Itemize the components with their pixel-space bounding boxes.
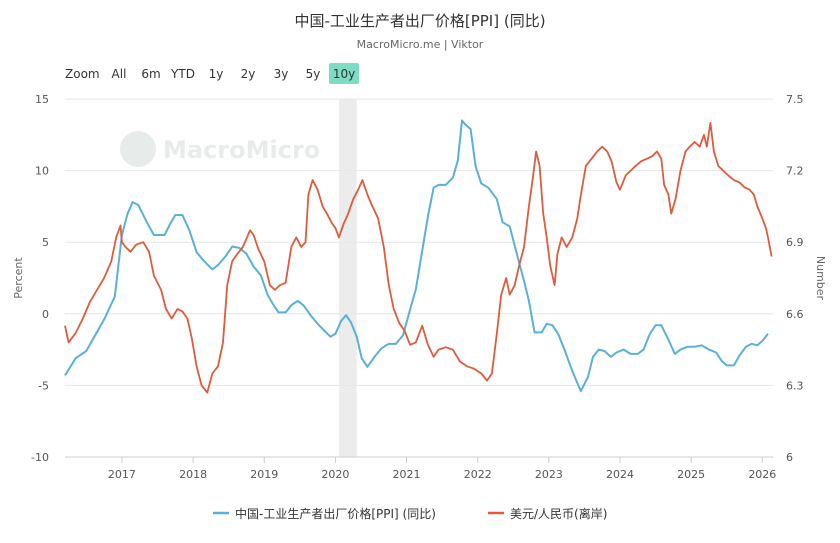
x-tick-label: 2025 (677, 468, 705, 481)
chart-title: 中国-工业生产者出厂价格[PPI] (同比) (294, 12, 545, 30)
range-button-label: 10y (333, 67, 355, 81)
watermark: MacroMicro (120, 131, 320, 167)
range-button-6m[interactable]: 6m (141, 67, 160, 81)
legend-item-1[interactable]: 中国-工业生产者出厂价格[PPI] (同比) (213, 506, 436, 521)
x-tick-label: 2020 (321, 468, 349, 481)
x-tick-label: 2026 (748, 468, 776, 481)
y-left-tick-label: 5 (42, 236, 49, 249)
legend: 中国-工业生产者出厂价格[PPI] (同比) 美元/人民币(离岸) (213, 506, 607, 521)
range-button-2y[interactable]: 2y (241, 67, 256, 81)
x-tick-label: 2021 (393, 468, 421, 481)
y-right-tick-label: 6.6 (786, 308, 804, 321)
x-tick-label: 2024 (606, 468, 634, 481)
range-button-10y[interactable]: 10y (329, 63, 359, 84)
range-button-3y[interactable]: 3y (274, 67, 289, 81)
plot-area: 15 10 5 0 -5 -10 7.5 7.2 6.9 6.6 6.3 6 2017 2018 2019 2… (12, 93, 827, 481)
y-right-axis-title: Number (814, 256, 827, 301)
x-tick-label: 2019 (250, 468, 278, 481)
legend-label: 美元/人民币(离岸) (510, 506, 607, 521)
y-right-tick-label: 6.3 (786, 379, 804, 392)
y-left-tick-label: 10 (35, 165, 49, 178)
range-button-label: 6m (141, 67, 160, 81)
legend-label: 中国-工业生产者出厂价格[PPI] (同比) (235, 506, 436, 521)
y-left-tick-label: -10 (31, 451, 49, 464)
range-button-label: All (112, 67, 127, 81)
legend-item-2[interactable]: 美元/人民币(离岸) (488, 506, 607, 521)
y-left-tick-label: 15 (35, 93, 49, 106)
y-left-axis-title: Percent (12, 257, 25, 299)
range-button-1y[interactable]: 1y (209, 67, 224, 81)
x-tick-label: 2023 (535, 468, 563, 481)
y-right-tick-label: 7.2 (786, 165, 804, 178)
range-button-label: 2y (241, 67, 256, 81)
range-button-label: 1y (209, 67, 224, 81)
shaded-region (338, 99, 357, 457)
x-tick-label: 2022 (464, 468, 492, 481)
y-right-tick-label: 7.5 (786, 93, 804, 106)
range-button-label: YTD (170, 67, 195, 81)
y-right-tick-label: 6 (786, 451, 793, 464)
range-button-highlight (329, 63, 359, 84)
range-toolbar: Zoom All 6m YTD 1y 2y 3y 5y 10y (65, 63, 359, 84)
zoom-label: Zoom (65, 67, 100, 81)
series-line-1 (64, 119, 769, 393)
y-left-tick-label: 0 (42, 308, 49, 321)
y-right-tick-label: 6.9 (786, 236, 804, 249)
watermark-logo-icon (120, 131, 156, 167)
range-button-ytd[interactable]: YTD (170, 67, 195, 81)
series-line-2 (64, 122, 773, 394)
range-button-5y[interactable]: 5y (306, 67, 321, 81)
range-button-label: 5y (306, 67, 321, 81)
range-button-label: 3y (274, 67, 289, 81)
chart-subtitle: MacroMicro.me | Viktor (357, 38, 484, 51)
x-tick-label: 2018 (179, 468, 207, 481)
y-left-tick-label: -5 (38, 379, 49, 392)
watermark-text: MacroMicro (163, 136, 320, 164)
range-button-all[interactable]: All (112, 67, 127, 81)
x-tick-label: 2017 (108, 468, 136, 481)
